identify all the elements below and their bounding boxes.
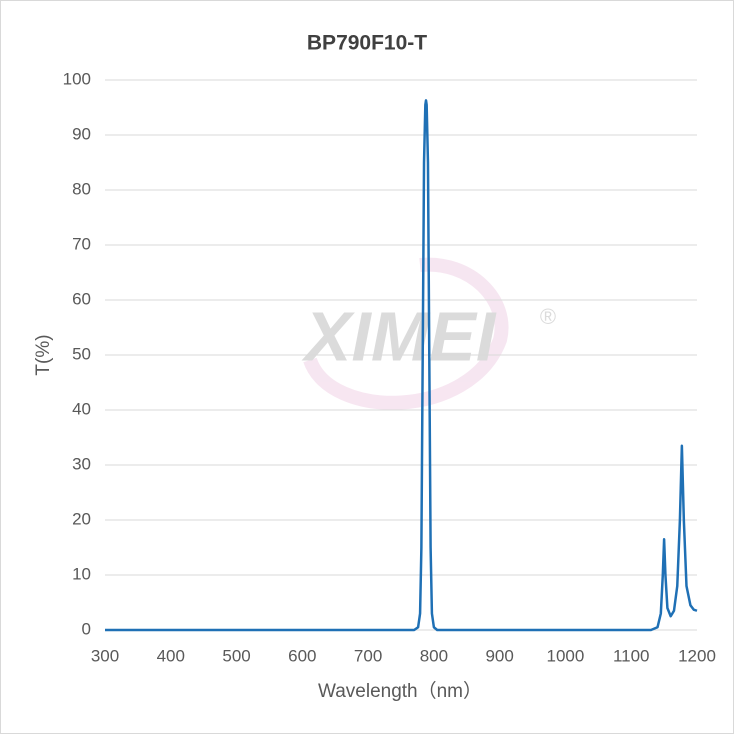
x-tick-label: 1100: [613, 646, 650, 665]
y-tick-label: 60: [72, 289, 91, 308]
x-axis-label: Wavelength（nm）: [318, 680, 482, 702]
y-tick-label: 10: [72, 564, 91, 583]
watermark-text: XIMEI: [301, 297, 497, 375]
x-tick-label: 400: [157, 646, 185, 665]
x-tick-label: 900: [485, 646, 513, 665]
y-tick-label: 20: [72, 509, 91, 528]
y-axis-label: T(%): [33, 334, 54, 375]
y-tick-label: 40: [72, 399, 91, 418]
x-tick-label: 500: [222, 646, 250, 665]
y-tick-label: 30: [72, 454, 91, 473]
x-tick-label: 300: [91, 646, 119, 665]
data-line: [105, 99, 698, 632]
y-tick-label: 0: [82, 619, 91, 638]
x-tick-label: 800: [420, 646, 448, 665]
x-tick-label: 1000: [547, 646, 585, 665]
watermark-mark: ®: [540, 304, 556, 329]
y-tick-label: 100: [63, 69, 91, 88]
y-tick-label: 80: [72, 179, 91, 198]
y-tick-label: 70: [72, 234, 91, 253]
chart-title: BP790F10-T: [307, 32, 427, 55]
watermark: XIMEI ®: [301, 257, 556, 410]
x-tick-label: 700: [354, 646, 382, 665]
x-tick-label: 600: [288, 646, 316, 665]
watermark-swoosh: [303, 257, 509, 410]
x-tick-label: 1200: [678, 646, 716, 665]
y-tick-label: 50: [72, 344, 91, 363]
y-tick-label: 90: [72, 124, 91, 143]
